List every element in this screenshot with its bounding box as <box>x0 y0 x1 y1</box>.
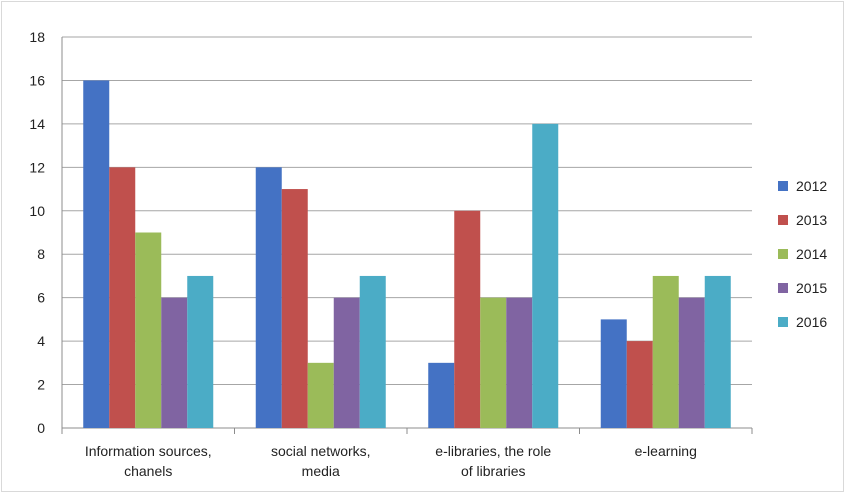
category-label: chanels <box>124 463 172 479</box>
bar-2014-cat2 <box>480 297 507 428</box>
bar-2016-cat1 <box>359 275 386 428</box>
y-tick-label: 12 <box>29 159 45 175</box>
legend-label: 2012 <box>796 178 827 194</box>
y-tick-label: 0 <box>37 420 45 436</box>
bar-2013-cat1 <box>281 189 308 428</box>
legend-swatch-2013 <box>778 215 788 225</box>
y-tick-label: 2 <box>37 377 45 393</box>
y-tick-label: 4 <box>37 333 45 349</box>
bar-2014-cat0 <box>135 232 162 428</box>
category-label: Information sources, <box>85 443 212 459</box>
bar-2014-cat1 <box>307 362 334 428</box>
legend-swatch-2012 <box>778 181 788 191</box>
bar-2013-cat3 <box>626 341 653 428</box>
category-label: social networks, <box>271 443 371 459</box>
legend-swatch-2014 <box>778 249 788 259</box>
bar-2014-cat3 <box>652 275 679 428</box>
bar-2012-cat0 <box>83 80 110 428</box>
bar-2015-cat3 <box>678 297 705 428</box>
y-tick-label: 10 <box>29 203 45 219</box>
category-label: e-learning <box>635 443 697 459</box>
legend-swatch-2015 <box>778 283 788 293</box>
category-label: e-libraries, the role <box>435 443 551 459</box>
legend-swatch-2016 <box>778 317 788 327</box>
y-tick-label: 8 <box>37 246 45 262</box>
bar-2015-cat0 <box>161 297 188 428</box>
bar-2012-cat2 <box>428 362 455 428</box>
y-tick-label: 16 <box>29 72 45 88</box>
legend-label: 2013 <box>796 212 827 228</box>
bar-2013-cat0 <box>109 167 136 429</box>
bar-2012-cat3 <box>600 319 627 428</box>
legend-label: 2015 <box>796 280 827 296</box>
bar-2015-cat2 <box>506 297 533 428</box>
bar-2012-cat1 <box>255 167 282 429</box>
bar-2016-cat0 <box>187 275 214 428</box>
bar-2016-cat2 <box>532 123 559 428</box>
y-tick-label: 18 <box>29 29 45 45</box>
legend-label: 2014 <box>796 246 827 262</box>
y-tick-label: 14 <box>29 116 45 132</box>
category-label: media <box>302 463 340 479</box>
bar-2016-cat3 <box>704 275 731 428</box>
legend-label: 2016 <box>796 314 827 330</box>
y-tick-label: 6 <box>37 290 45 306</box>
bar-2013-cat2 <box>454 210 481 428</box>
category-label: of libraries <box>461 463 526 479</box>
bar-2015-cat1 <box>333 297 360 428</box>
